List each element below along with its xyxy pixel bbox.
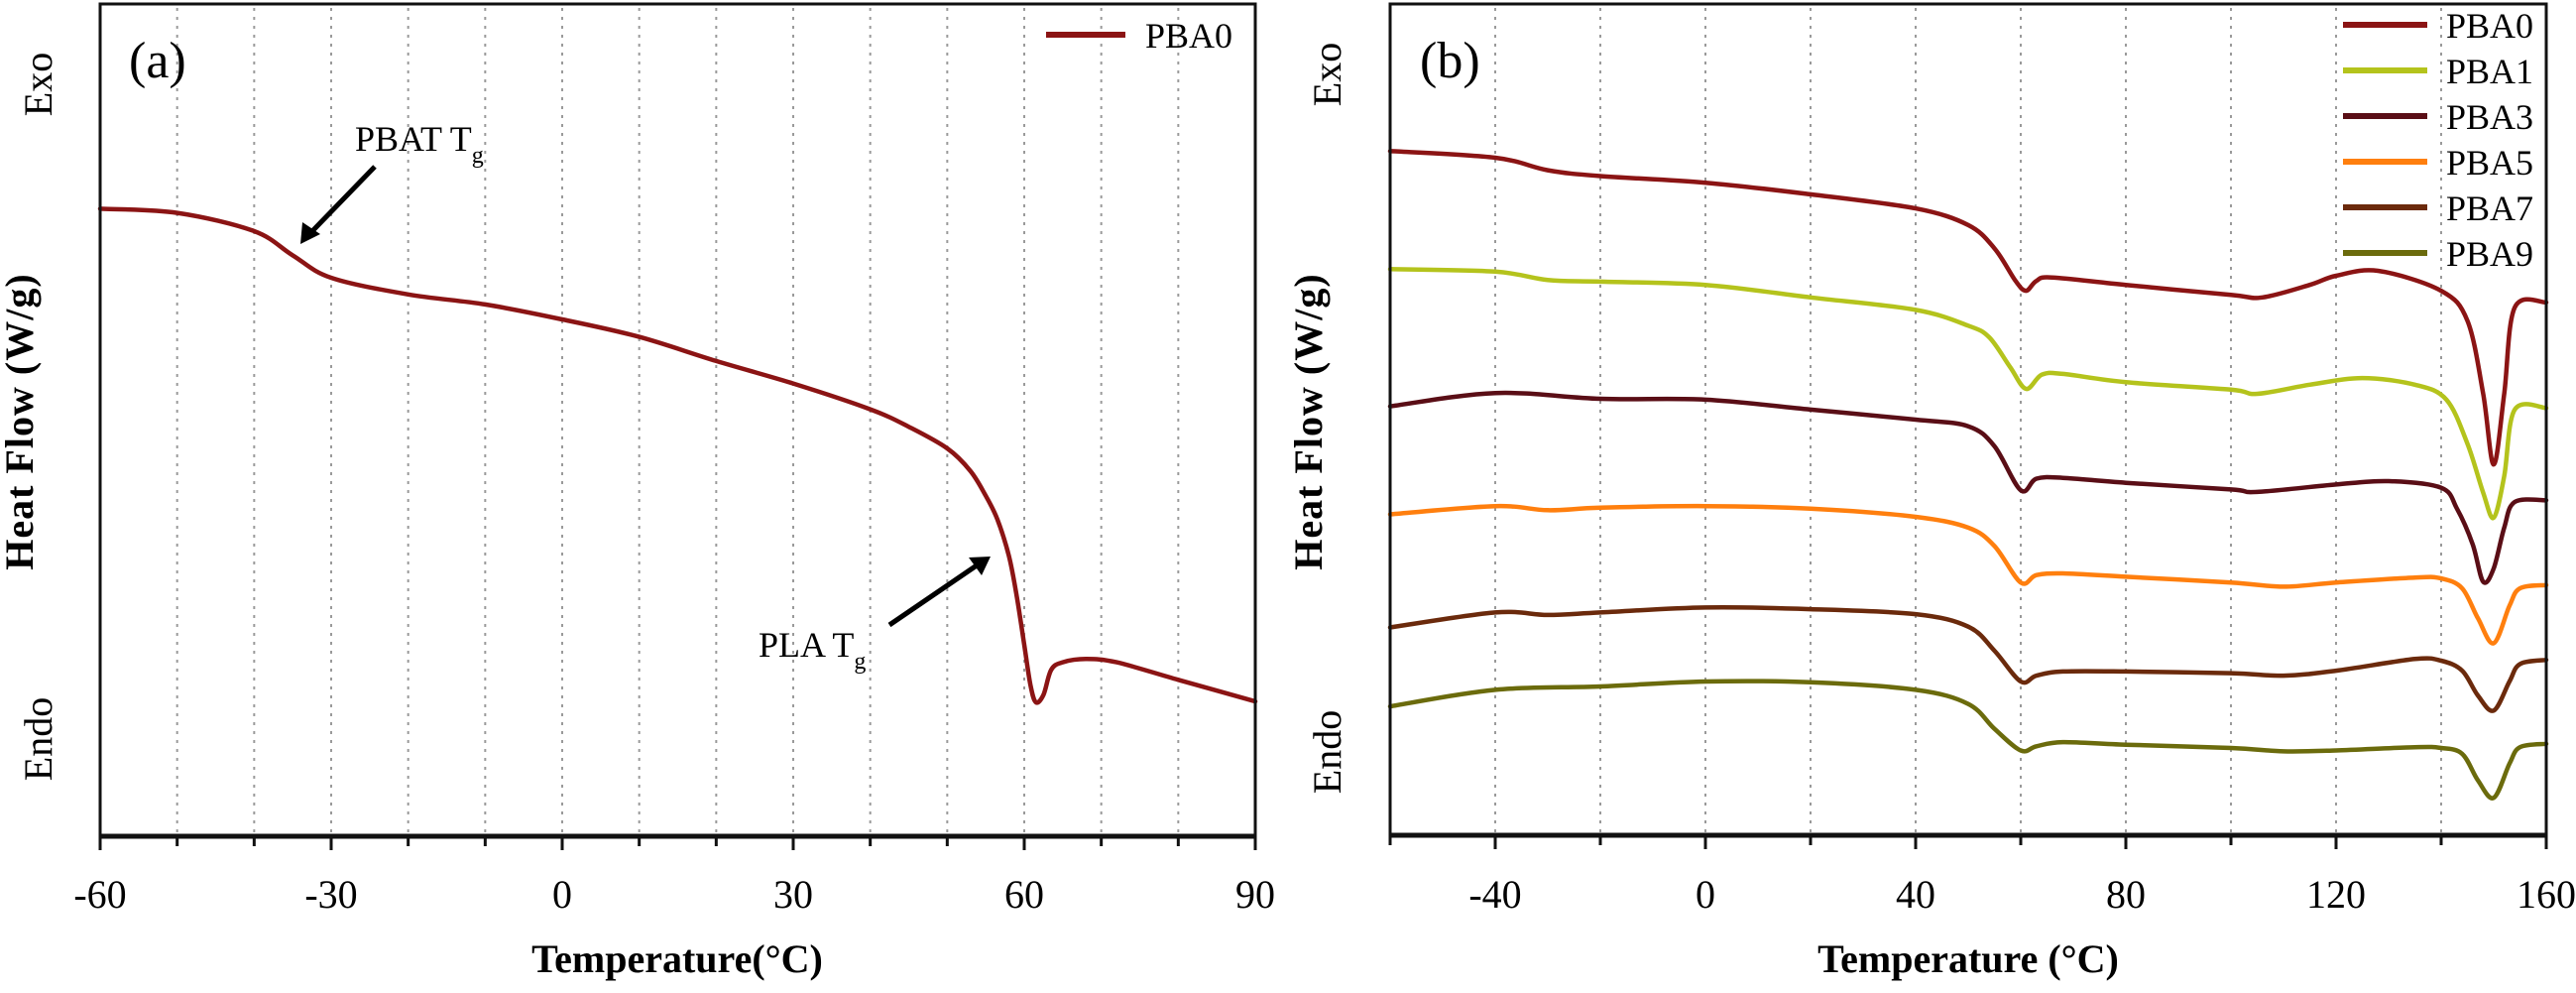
y-axis-title-b: Heat Flow (W/g)	[1286, 273, 1331, 569]
annotation-pbat-tg: PBAT Tg	[300, 119, 484, 244]
x-tick-labels-b: -40 0 40 80 120 160	[1468, 872, 2576, 917]
annotation-pbat-arrow	[309, 165, 377, 234]
panel-a: -60 -30 0 30 60 90 (a) Exo Endo Heat Flow (W/…	[0, 2, 1275, 981]
annotation-pla-tg-text: PLA Tg	[759, 625, 866, 675]
series-line-pba5	[1387, 503, 2549, 646]
y-axis-title-a: Heat Flow (W/g)	[0, 273, 42, 569]
legend-label: PBA0	[2446, 6, 2533, 46]
series-line-pba7	[1387, 604, 2549, 713]
curves-b	[1387, 149, 2549, 801]
legend-label: PBA9	[2446, 234, 2533, 274]
series-line-pba3	[1387, 390, 2549, 585]
annotation-pla-tg: PLA Tg	[759, 557, 991, 675]
x-tick-label: -40	[1468, 872, 1521, 917]
legend-item-pba9: PBA9	[2343, 234, 2533, 274]
panel-label-b: (b)	[1420, 33, 1480, 89]
x-axis-title-b: Temperature (°C)	[1817, 936, 2119, 981]
series-line-pba9	[1387, 679, 2549, 801]
x-tick-label: 40	[1896, 872, 1935, 917]
legend-item-pba0: PBA0	[2343, 6, 2533, 46]
panel-b: -40 0 40 80 120 160 (b) Exo Endo Heat Flow (W…	[1286, 2, 2576, 981]
legend-label: PBA3	[2446, 97, 2533, 137]
exo-label-a: Exo	[16, 53, 60, 116]
legend-item-pba3: PBA3	[2343, 97, 2533, 137]
arrowhead-icon	[300, 222, 320, 244]
x-tick-label: 30	[773, 872, 813, 917]
legend-item-pba1: PBA1	[2343, 52, 2533, 91]
endo-label-a: Endo	[16, 697, 60, 781]
series-line-pba1	[1387, 267, 2549, 521]
x-tick-label: 60	[1004, 872, 1044, 917]
annotation-pbat-tg-text: PBAT Tg	[355, 119, 484, 169]
grid-a	[176, 8, 1180, 836]
x-tick-label: 120	[2306, 872, 2366, 917]
curves-a	[97, 206, 1258, 705]
x-ticks-b	[1388, 835, 2548, 849]
endo-label-b: Endo	[1305, 710, 1349, 794]
legend-item-pba7: PBA7	[2343, 188, 2533, 228]
x-axis-title-a: Temperature(°C)	[531, 936, 823, 981]
legend-label: PBA1	[2446, 52, 2533, 91]
annotation-pla-arrow	[887, 562, 979, 628]
series-line-pba0	[1387, 149, 2549, 467]
legend-label-pba0: PBA0	[1145, 16, 1232, 56]
legend-label: PBA7	[2446, 188, 2533, 228]
series-line-pba0	[97, 206, 1258, 705]
x-ticks-a	[98, 836, 1257, 850]
legend-label: PBA5	[2446, 143, 2533, 183]
arrowhead-icon	[969, 557, 991, 575]
x-tick-label: 160	[2517, 872, 2576, 917]
x-tick-label: -60	[73, 872, 126, 917]
x-tick-label: 0	[552, 872, 572, 917]
x-tick-label: 90	[1235, 872, 1275, 917]
grid-b	[1494, 8, 2442, 835]
plot-frame-a	[98, 2, 1257, 838]
legend-a: PBA0	[1046, 16, 1232, 56]
x-tick-label: -30	[304, 872, 357, 917]
plot-frame-b	[1388, 2, 2548, 837]
panel-label-a: (a)	[129, 33, 186, 89]
x-tick-label: 80	[2106, 872, 2146, 917]
x-tick-labels-a: -60 -30 0 30 60 90	[73, 872, 1275, 917]
legend-item-pba5: PBA5	[2343, 143, 2533, 183]
exo-label-b: Exo	[1305, 43, 1349, 106]
x-tick-label: 0	[1696, 872, 1715, 917]
legend-b: PBA0 PBA1 PBA3 PBA5 PBA7 PBA9	[2343, 6, 2533, 274]
